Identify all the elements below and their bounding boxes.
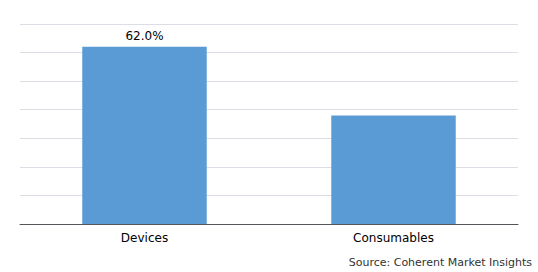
svg-text:Devices: Devices <box>121 231 168 245</box>
svg-text:Source: Coherent Market Insigh: Source: Coherent Market Insights <box>349 256 533 269</box>
svg-text:62.0%: 62.0% <box>125 29 163 43</box>
svg-text:Consumables: Consumables <box>353 231 434 245</box>
